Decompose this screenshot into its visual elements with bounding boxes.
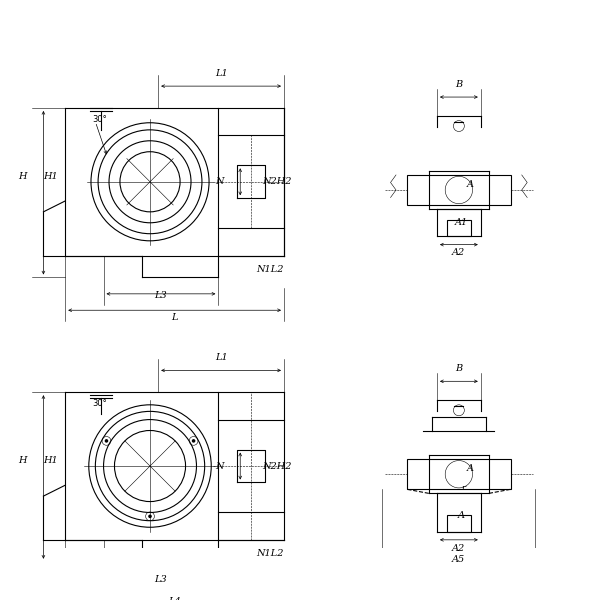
Text: A1: A1 xyxy=(455,218,468,227)
Text: L3: L3 xyxy=(155,291,167,300)
Text: H1: H1 xyxy=(43,456,58,465)
Text: B: B xyxy=(455,80,463,89)
Text: r: r xyxy=(461,484,466,492)
Text: A: A xyxy=(467,464,474,473)
Bar xyxy=(447,515,471,532)
Text: N: N xyxy=(215,461,224,470)
Text: B: B xyxy=(455,364,463,373)
Text: A: A xyxy=(458,511,465,520)
Text: A: A xyxy=(467,180,474,189)
Text: H: H xyxy=(19,456,27,465)
Circle shape xyxy=(149,515,151,517)
Text: L3: L3 xyxy=(155,575,167,584)
Text: N1L2: N1L2 xyxy=(257,265,284,274)
Text: N2H2: N2H2 xyxy=(262,177,292,186)
Text: 30°: 30° xyxy=(92,115,107,124)
Text: N: N xyxy=(215,177,224,186)
Text: N1L2: N1L2 xyxy=(257,549,284,558)
Text: L: L xyxy=(172,313,178,322)
Bar xyxy=(447,220,471,236)
Text: A2: A2 xyxy=(452,544,466,553)
Text: 30°: 30° xyxy=(92,399,107,408)
Circle shape xyxy=(193,440,194,442)
Circle shape xyxy=(106,440,107,442)
Text: H1: H1 xyxy=(43,172,58,181)
Bar xyxy=(407,175,511,205)
Text: A2: A2 xyxy=(452,248,466,257)
Text: H: H xyxy=(19,172,27,181)
Text: A5: A5 xyxy=(452,554,466,563)
Text: L1: L1 xyxy=(215,353,227,362)
Text: N2H2: N2H2 xyxy=(262,461,292,470)
Bar xyxy=(407,459,511,489)
Text: L4: L4 xyxy=(168,597,181,600)
Text: L1: L1 xyxy=(215,69,227,78)
